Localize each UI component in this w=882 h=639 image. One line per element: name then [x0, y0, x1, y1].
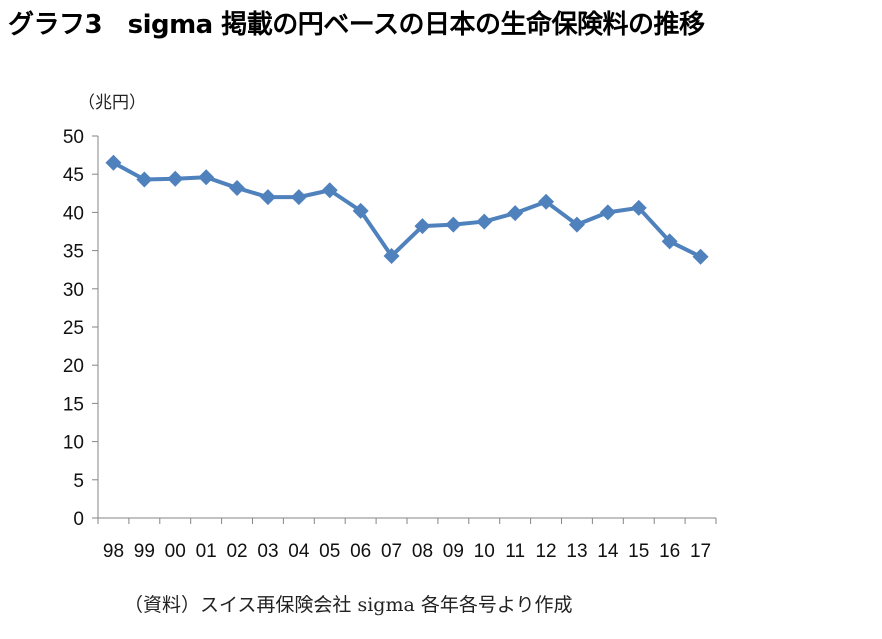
y-axis-unit-label: （兆円）: [78, 93, 146, 113]
y-tick-label: 10: [63, 433, 84, 454]
x-tick-label: 06: [350, 541, 371, 562]
x-tick-label: 08: [412, 541, 433, 562]
x-tick-label: 09: [443, 541, 464, 562]
x-tick-label: 13: [566, 541, 587, 562]
diamond-marker-icon: [476, 213, 493, 230]
diamond-marker-icon: [352, 202, 369, 219]
diamond-marker-icon: [167, 170, 184, 187]
y-tick-label: 5: [73, 471, 84, 492]
x-tick-label: 15: [628, 541, 649, 562]
diamond-marker-icon: [136, 171, 153, 188]
x-tick-label: 12: [535, 541, 556, 562]
diamond-marker-icon: [630, 199, 647, 216]
x-tick-label: 10: [474, 541, 495, 562]
y-tick-label: 50: [63, 127, 84, 148]
y-tick-label: 25: [63, 318, 84, 339]
y-tick-label: 15: [63, 394, 84, 415]
diamond-marker-icon: [661, 233, 678, 250]
x-tick-label: 98: [103, 541, 124, 562]
x-axis: 98 99 00 01 02 03 04 05 06 07 08 09 10 11 12 13 14 15 16 17: [97, 517, 717, 562]
y-tick-label: 45: [63, 165, 84, 186]
diamond-marker-icon: [568, 216, 585, 233]
x-tick-label: 11: [505, 541, 525, 562]
diamond-marker-icon: [198, 169, 215, 186]
x-tick-label: 16: [659, 541, 680, 562]
x-tick-label: 17: [690, 541, 711, 562]
diamond-marker-icon: [383, 247, 400, 264]
x-tick-label: 00: [165, 541, 186, 562]
x-tick-label: 01: [196, 541, 217, 562]
diamond-marker-icon: [692, 248, 709, 265]
y-tick-label: 20: [63, 356, 84, 377]
source-note: （資料）スイス再保険会社 sigma 各年各号より作成: [124, 594, 573, 616]
diamond-marker-icon: [105, 154, 122, 171]
x-tick-label: 05: [319, 541, 340, 562]
x-tick-label: 04: [288, 541, 310, 562]
y-tick-label: 30: [63, 280, 84, 301]
diamond-marker-icon: [507, 205, 524, 222]
diamond-marker-icon: [259, 189, 276, 206]
diamond-marker-icon: [538, 193, 555, 210]
x-tick-label: 03: [257, 541, 278, 562]
data-series: [105, 154, 709, 265]
diamond-marker-icon: [414, 218, 431, 235]
diamond-marker-icon: [599, 204, 616, 221]
x-tick-label: 14: [597, 541, 619, 562]
x-tick-label: 99: [134, 541, 155, 562]
diamond-marker-icon: [321, 182, 338, 199]
diamond-marker-icon: [229, 179, 246, 196]
y-tick-label: 0: [73, 509, 84, 530]
diamond-marker-icon: [445, 216, 462, 233]
y-tick-label: 35: [63, 242, 84, 263]
chart-title: グラフ3 sigma 掲載の円ベースの日本の生命保険料の推移: [8, 10, 705, 40]
y-axis: 0 5 10 15 20 25 30 35 40 45 50: [63, 127, 99, 530]
x-tick-label: 07: [381, 541, 402, 562]
y-tick-label: 40: [63, 203, 84, 224]
x-tick-label: 02: [226, 541, 247, 562]
diamond-marker-icon: [290, 189, 307, 206]
